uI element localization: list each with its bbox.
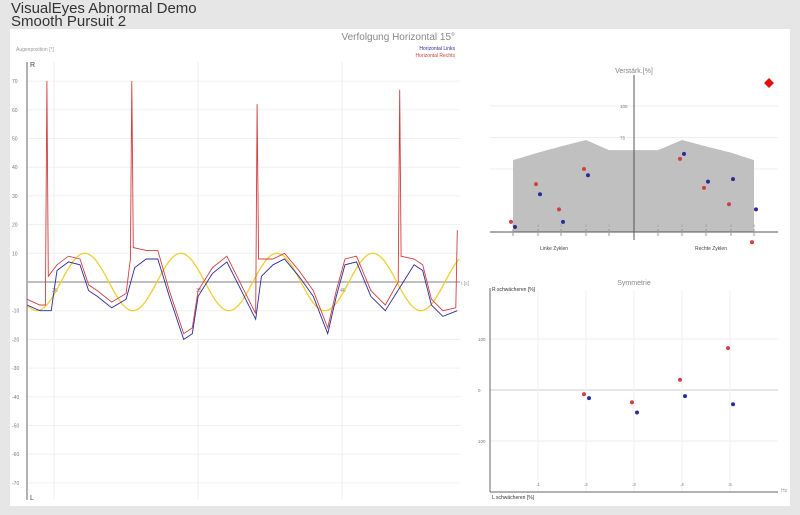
symmetry-title: Symmetrie [617, 280, 651, 287]
label-L: L [30, 495, 34, 502]
symmetry-point-right [726, 346, 730, 351]
x-tick-label: .2 [680, 223, 684, 228]
x-tick-label: .1 [656, 223, 660, 228]
y-tick-label: -70 [12, 481, 19, 487]
y-tick-label: 40 [12, 165, 18, 171]
label-R: R [30, 62, 35, 69]
legend-left: Horizontal Links [419, 46, 455, 52]
gain-group-left: Linke Zyklen [540, 246, 568, 252]
warning-diamond-icon [764, 78, 774, 88]
symmetry-xunit: Hz [781, 488, 788, 494]
y-tick-label: 30 [12, 194, 18, 200]
gain-point-right [582, 167, 586, 171]
y-tick-label: -20 [12, 337, 19, 343]
y-tick-label: 100 [478, 439, 486, 444]
gain-point-right [702, 185, 706, 190]
x-tick-label: .1 [607, 223, 611, 228]
x-tick-label: 40 [340, 288, 346, 294]
x-axis-label: t [s] [461, 281, 470, 287]
gain-group-right: Rechte Zyklen [695, 246, 727, 252]
x-tick-label: .5 [511, 223, 515, 228]
gain-point-left [731, 177, 735, 182]
gain-point-left [706, 179, 710, 184]
x-tick-label: .4 [536, 223, 540, 228]
symmetry-point-right [630, 400, 634, 405]
y-tick-label: -40 [12, 395, 19, 401]
symmetry-point-right [582, 392, 586, 397]
y-tick-label: -60 [12, 452, 19, 458]
x-tick-label: .5 [752, 223, 756, 228]
symmetry-point-left [635, 410, 639, 415]
y-tick-label: 75 [620, 136, 626, 141]
gain-point-left [538, 192, 542, 197]
gain-point-right [750, 240, 754, 245]
right-eye-trace [26, 81, 458, 335]
x-tick-label: .2 [584, 223, 588, 228]
gain-point-right [509, 219, 513, 224]
y-tick-label: 100 [478, 337, 486, 342]
title-line1: VisualEyes Abnormal Demo [11, 0, 197, 17]
y-tick-label: -10 [12, 309, 19, 315]
gain-point-left [513, 224, 517, 229]
x-tick-label: .5 [728, 482, 732, 487]
x-tick-label: .3 [559, 223, 563, 228]
x-tick-label: .1 [536, 482, 540, 487]
y-tick-label: 0 [478, 388, 481, 393]
gain-point-right [557, 207, 561, 212]
gain-point-right [727, 202, 731, 207]
x-tick-label: .4 [729, 223, 733, 228]
x-tick-label: .3 [632, 482, 636, 487]
target-trace [26, 252, 460, 312]
y-tick-label: 50 [12, 137, 18, 143]
legend-right: Horizontal Rechts [416, 53, 456, 59]
symmetry-point-left [731, 402, 735, 407]
y-tick-label: -50 [12, 424, 19, 430]
x-tick-label: .4 [680, 482, 684, 487]
gain-point-right [678, 156, 682, 161]
left-eye-trace [26, 258, 458, 341]
gain-point-left [561, 219, 565, 224]
symmetry-point-right [678, 377, 682, 382]
y-tick-label: 10 [12, 251, 18, 257]
y-tick-label: 60 [12, 108, 18, 114]
x-tick-label: 30 [52, 288, 58, 294]
gain-point-right [534, 182, 538, 187]
y-axis-label: Augenposition [°] [16, 47, 54, 53]
y-tick-label: 20 [12, 223, 18, 229]
symmetry-point-left [683, 394, 687, 399]
gain-point-left [754, 207, 758, 212]
gain-point-left [682, 151, 686, 156]
x-tick-label: 35 [196, 288, 202, 294]
main-chart-title: Verfolgung Horizontal 15° [341, 32, 455, 43]
y-tick-label: -30 [12, 366, 19, 372]
x-tick-label: .2 [584, 482, 588, 487]
symmetry-ylabel-bottom: L schwächeren [%] [492, 495, 535, 501]
y-tick-label: 70 [12, 79, 18, 85]
gain-title: Verstärk.[%] [615, 68, 653, 75]
symmetry-point-left [587, 396, 591, 401]
y-tick-label: 100 [620, 104, 628, 109]
x-tick-label: .3 [704, 223, 708, 228]
title-line2: Smooth Pursuit 2 [11, 13, 127, 30]
page-title: VisualEyes Abnormal Demo Smooth Pursuit 2 [11, 0, 197, 30]
symmetry-ylabel-top: R schwächeren [%] [492, 287, 536, 293]
gain-point-left [586, 173, 590, 178]
